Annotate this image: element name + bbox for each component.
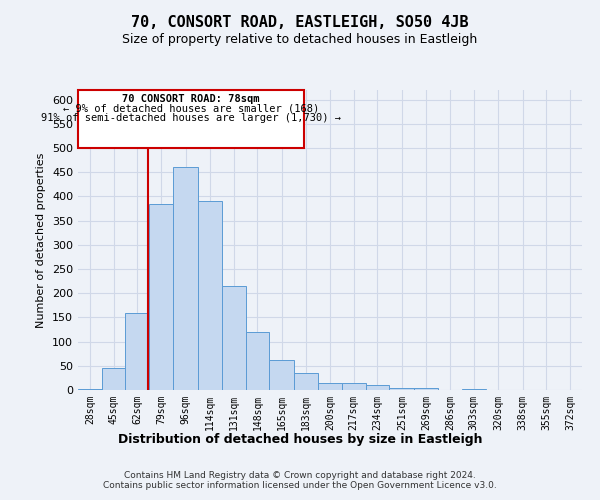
- Y-axis label: Number of detached properties: Number of detached properties: [37, 152, 46, 328]
- Text: Distribution of detached houses by size in Eastleigh: Distribution of detached houses by size …: [118, 432, 482, 446]
- Bar: [365, 385, 389, 390]
- Bar: [78, 388, 102, 390]
- Bar: [462, 389, 485, 390]
- Text: ← 9% of detached houses are smaller (168): ← 9% of detached houses are smaller (168…: [63, 104, 319, 114]
- Text: 91% of semi-detached houses are larger (1,730) →: 91% of semi-detached houses are larger (…: [41, 113, 341, 123]
- Bar: [78, 90, 304, 148]
- Bar: [102, 368, 125, 390]
- Bar: [389, 388, 415, 390]
- Bar: [222, 286, 245, 390]
- Bar: [173, 168, 198, 390]
- Text: Contains HM Land Registry data © Crown copyright and database right 2024.
Contai: Contains HM Land Registry data © Crown c…: [103, 470, 497, 490]
- Bar: [295, 373, 318, 390]
- Bar: [318, 382, 342, 390]
- Bar: [245, 332, 269, 390]
- Bar: [342, 383, 365, 390]
- Bar: [415, 388, 438, 390]
- Text: 70, CONSORT ROAD, EASTLEIGH, SO50 4JB: 70, CONSORT ROAD, EASTLEIGH, SO50 4JB: [131, 15, 469, 30]
- Bar: [149, 204, 173, 390]
- Bar: [198, 202, 222, 390]
- Bar: [269, 360, 295, 390]
- Text: 70 CONSORT ROAD: 78sqm: 70 CONSORT ROAD: 78sqm: [122, 94, 260, 104]
- Bar: [125, 312, 149, 390]
- Text: Size of property relative to detached houses in Eastleigh: Size of property relative to detached ho…: [122, 32, 478, 46]
